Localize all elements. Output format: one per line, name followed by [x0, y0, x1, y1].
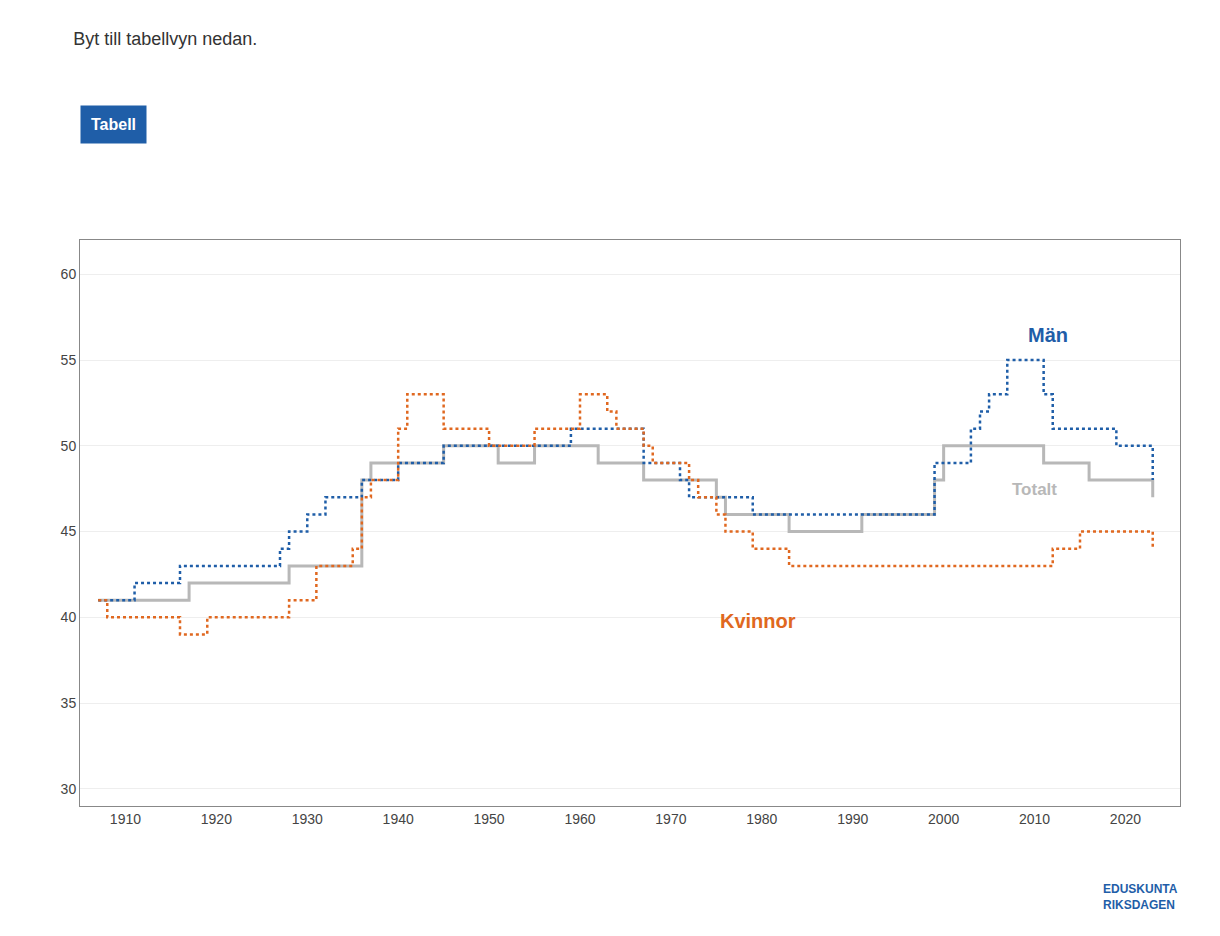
- svg-text:Totalt: Totalt: [1012, 480, 1057, 499]
- svg-text:40: 40: [61, 609, 77, 625]
- svg-text:1950: 1950: [474, 811, 505, 827]
- svg-text:60: 60: [61, 266, 77, 282]
- svg-text:EDUSKUNTARIKSDAGEN: EDUSKUNTARIKSDAGEN: [1103, 882, 1178, 912]
- svg-text:35: 35: [61, 695, 77, 711]
- svg-text:Byt till tabellvyn nedan.: Byt till tabellvyn nedan.: [73, 29, 257, 49]
- svg-text:45: 45: [61, 523, 77, 539]
- svg-text:2000: 2000: [928, 811, 959, 827]
- svg-text:Kvinnor: Kvinnor: [720, 610, 796, 632]
- svg-text:1940: 1940: [383, 811, 414, 827]
- svg-text:1970: 1970: [655, 811, 686, 827]
- svg-text:1930: 1930: [292, 811, 323, 827]
- svg-text:55: 55: [61, 352, 77, 368]
- svg-text:1960: 1960: [564, 811, 595, 827]
- svg-text:1920: 1920: [201, 811, 232, 827]
- svg-text:50: 50: [61, 438, 77, 454]
- svg-text:Tabell: Tabell: [91, 116, 136, 133]
- svg-text:2010: 2010: [1019, 811, 1050, 827]
- svg-text:Män: Män: [1028, 324, 1068, 346]
- svg-text:2020: 2020: [1110, 811, 1141, 827]
- svg-text:1910: 1910: [110, 811, 141, 827]
- svg-text:1980: 1980: [746, 811, 777, 827]
- svg-text:1990: 1990: [837, 811, 868, 827]
- svg-text:30: 30: [61, 781, 77, 797]
